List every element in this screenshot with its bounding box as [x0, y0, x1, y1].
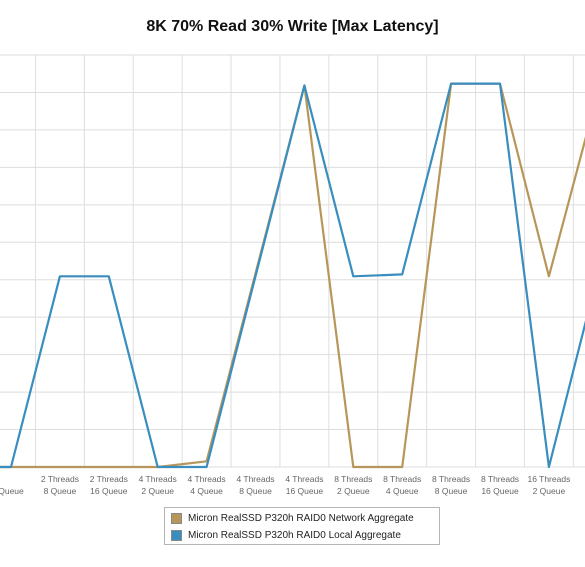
x-tick-label: 8 Queue: [239, 486, 272, 496]
legend-swatch-local: [171, 530, 182, 541]
x-tick-label: 8 Queue: [435, 486, 468, 496]
x-tick-label: 4 Threads: [139, 474, 177, 484]
x-tick-label: 4 Threads: [188, 474, 226, 484]
x-tick-label: 16 Queue: [90, 486, 128, 496]
x-tick-label: 2 Threads: [90, 474, 128, 484]
x-tick-label: 2 Threads: [41, 474, 79, 484]
x-tick-label: 4 Queue: [386, 486, 419, 496]
chart-title: 8K 70% Read 30% Write [Max Latency]: [146, 18, 439, 35]
x-tick-label: 4 Queue: [190, 486, 223, 496]
x-tick-label: 8 Threads: [432, 474, 470, 484]
x-tick-label: 16 Threads: [527, 474, 570, 484]
x-tick-label: 2 Queue: [141, 486, 174, 496]
x-tick-label: 16 Queue: [286, 486, 324, 496]
x-tick-label: 4 Threads: [285, 474, 323, 484]
legend-item-local[interactable]: Micron RealSSD P320h RAID0 Local Aggrega…: [171, 527, 433, 544]
x-tick-label: 4 Threads: [236, 474, 274, 484]
x-tick-label: 16 Queue: [481, 486, 519, 496]
series-line-1: [0, 82, 585, 469]
x-tick-label: 8 Threads: [481, 474, 519, 484]
legend-label-network: Micron RealSSD P320h RAID0 Network Aggre…: [188, 513, 414, 524]
x-tick-label: Queue: [0, 486, 24, 496]
x-tick-label: 2 Queue: [337, 486, 370, 496]
legend: Micron RealSSD P320h RAID0 Network Aggre…: [164, 507, 440, 545]
legend-swatch-network: [171, 513, 182, 524]
x-tick-label: 8 Threads: [383, 474, 421, 484]
x-tick-label: 8 Queue: [44, 486, 77, 496]
legend-label-local: Micron RealSSD P320h RAID0 Local Aggrega…: [188, 530, 401, 541]
legend-item-network[interactable]: Micron RealSSD P320h RAID0 Network Aggre…: [171, 510, 433, 527]
x-tick-label: 8 Threads: [334, 474, 372, 484]
x-tick-label: 2 Queue: [533, 486, 566, 496]
